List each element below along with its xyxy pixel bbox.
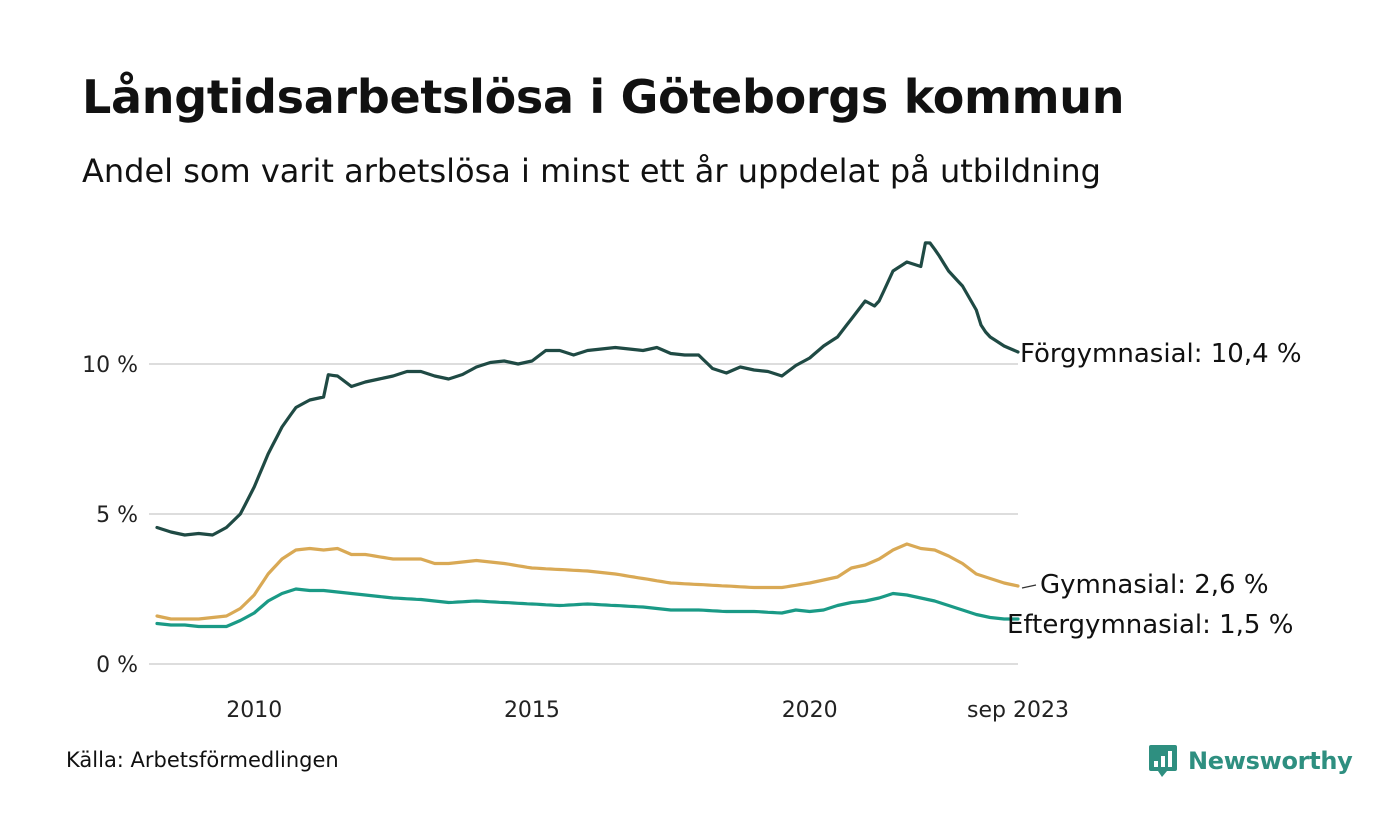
x-tick-label: 2010 xyxy=(226,698,282,723)
grid-lines xyxy=(149,363,1018,665)
series-end-label-gymnasial: Gymnasial: 2,6 % xyxy=(1040,570,1269,600)
y-axis-ticks: 0 % 5 % 10 % xyxy=(82,353,138,678)
y-tick-label: 10 % xyxy=(82,353,138,378)
y-tick-label: 5 % xyxy=(96,503,138,528)
x-tick-label: sep 2023 xyxy=(967,698,1069,723)
series-lines xyxy=(155,241,1020,629)
y-tick-label: 0 % xyxy=(96,653,138,678)
x-tick-label: 2020 xyxy=(782,698,838,723)
x-axis-ticks: 2010 2015 2020 sep 2023 xyxy=(226,698,1069,723)
brand-logo: Newsworthy xyxy=(1148,743,1353,779)
source-note: Källa: Arbetsförmedlingen xyxy=(66,748,339,772)
series-line-förgymnasial xyxy=(155,241,1020,537)
brand-name: Newsworthy xyxy=(1188,747,1353,775)
x-tick-label: 2015 xyxy=(504,698,560,723)
series-end-label-förgymnasial: Förgymnasial: 10,4 % xyxy=(1020,339,1302,369)
series-line-eftergymnasial xyxy=(155,587,1020,629)
chart-title: Långtidsarbetslösa i Göteborgs kommun xyxy=(82,70,1125,124)
series-line-gymnasial xyxy=(155,542,1020,621)
series-end-label-eftergymnasial: Eftergymnasial: 1,5 % xyxy=(1007,610,1293,640)
chart-subtitle: Andel som varit arbetslösa i minst ett å… xyxy=(82,152,1101,190)
label-leader-line xyxy=(1021,584,1037,589)
bar-chart-bubble-icon xyxy=(1149,745,1177,777)
series-end-labels: Förgymnasial: 10,4 % Gymnasial: 2,6 % Efte… xyxy=(1007,339,1302,640)
